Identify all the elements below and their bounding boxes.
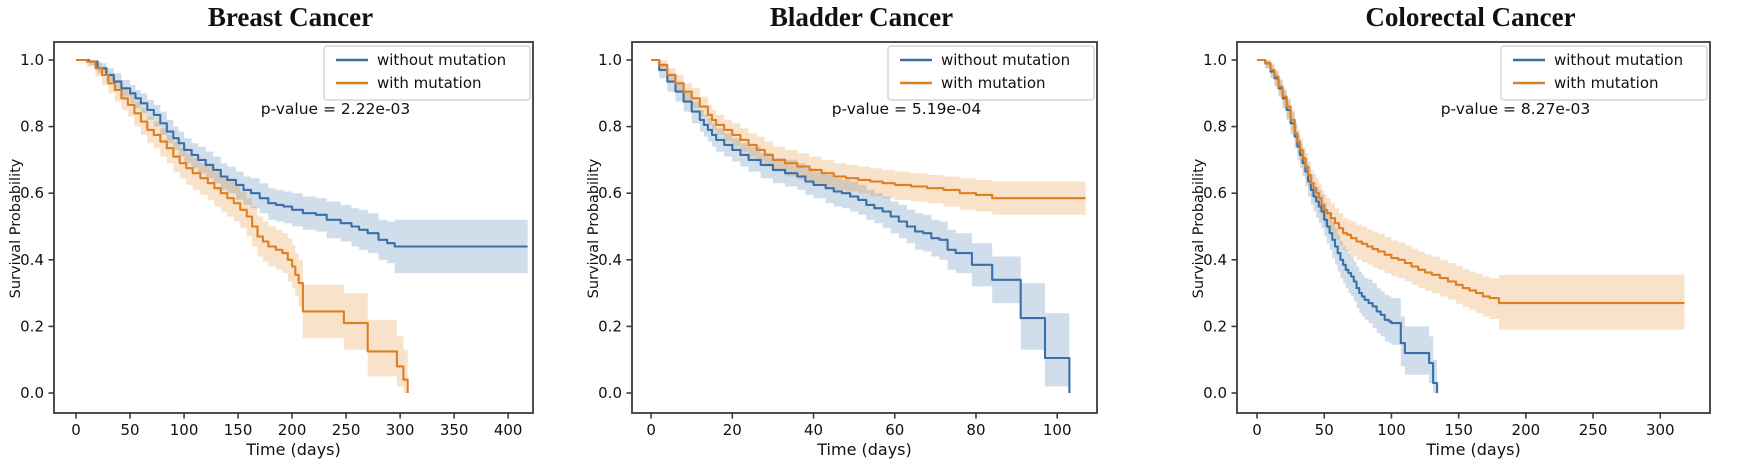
legend-label-with-mutation: with mutation bbox=[1554, 74, 1659, 92]
x-tick-label: 250 bbox=[332, 421, 361, 439]
y-tick-label: 1.0 bbox=[20, 51, 44, 69]
x-axis: 0 50 100 150 200 250 300 350 400 Time (days) bbox=[71, 413, 522, 459]
series-with-mutation-confidence-band bbox=[651, 60, 1086, 215]
series-without-mutation-line bbox=[651, 58, 1071, 393]
y-tick-label: 0.2 bbox=[1203, 317, 1227, 335]
x-tick-label: 150 bbox=[224, 421, 253, 439]
legend-label-without-mutation: without mutation bbox=[1554, 51, 1683, 69]
p-value-label: p-value = 8.27e-03 bbox=[1441, 100, 1591, 118]
x-tick-label: 40 bbox=[804, 421, 823, 439]
x-axis-label: Time (days) bbox=[245, 440, 341, 459]
y-axis: 0.0 0.2 0.4 0.6 0.8 1.0 Survival Probability bbox=[1191, 51, 1237, 402]
y-tick-label: 0.6 bbox=[1203, 184, 1227, 202]
y-axis-label: Survival Probability bbox=[586, 158, 602, 298]
chart-title: Bladder Cancer bbox=[770, 2, 953, 32]
legend-box bbox=[887, 45, 1095, 101]
chart-title: Breast Cancer bbox=[208, 2, 373, 32]
p-value-label: p-value = 5.19e-04 bbox=[832, 100, 982, 118]
plot-frame bbox=[1236, 41, 1711, 414]
x-axis-label: Time (days) bbox=[1425, 440, 1521, 459]
x-tick-label: 50 bbox=[1315, 421, 1334, 439]
legend: without mutation with mutation bbox=[1500, 45, 1708, 101]
x-axis-label: Time (days) bbox=[816, 440, 912, 459]
legend-label-without-mutation: without mutation bbox=[377, 51, 506, 69]
x-tick-label: 200 bbox=[278, 421, 307, 439]
x-tick-label: 20 bbox=[723, 421, 742, 439]
series-with-mutation-line bbox=[1257, 58, 1685, 305]
y-tick-label: 0.8 bbox=[20, 118, 44, 136]
y-axis-label: Survival Probability bbox=[1191, 158, 1207, 298]
series-with-mutation-line bbox=[76, 58, 409, 393]
series-without-mutation-confidence-band bbox=[1257, 60, 1438, 393]
x-tick-label: 80 bbox=[966, 421, 985, 439]
legend-label-without-mutation: without mutation bbox=[941, 51, 1070, 69]
series-without-mutation-confidence-band bbox=[76, 60, 528, 274]
y-tick-label: 0.4 bbox=[1203, 251, 1227, 269]
x-tick-label: 300 bbox=[386, 421, 415, 439]
y-tick-label: 1.0 bbox=[598, 51, 622, 69]
x-tick-label: 100 bbox=[170, 421, 199, 439]
y-tick-label: 0.0 bbox=[20, 384, 44, 402]
x-tick-label: 0 bbox=[646, 421, 656, 439]
y-axis: 0.0 0.2 0.4 0.6 0.8 1.0 Survival Probability bbox=[586, 51, 632, 402]
x-tick-label: 0 bbox=[1252, 421, 1262, 439]
series-with-mutation-confidence-band bbox=[76, 60, 408, 393]
y-tick-label: 0.2 bbox=[598, 317, 622, 335]
legend: without mutation with mutation bbox=[323, 45, 531, 101]
panel-1: 0 20 40 60 80 100 Time (days) 0.0 0.2 0.4 0.6 0.8 1.… bbox=[586, 2, 1098, 459]
series-without-mutation-line bbox=[76, 58, 528, 248]
x-tick-label: 50 bbox=[121, 421, 140, 439]
y-tick-label: 0.6 bbox=[20, 184, 44, 202]
y-tick-label: 0.4 bbox=[598, 251, 622, 269]
y-axis: 0.0 0.2 0.4 0.6 0.8 1.0 Survival Probability bbox=[8, 51, 54, 402]
x-tick-label: 200 bbox=[1512, 421, 1541, 439]
plot-frame bbox=[631, 41, 1098, 414]
chart-title: Colorectal Cancer bbox=[1365, 2, 1575, 32]
x-tick-label: 0 bbox=[71, 421, 81, 439]
y-tick-label: 0.4 bbox=[20, 251, 44, 269]
x-tick-label: 250 bbox=[1579, 421, 1608, 439]
p-value-label: p-value = 2.22e-03 bbox=[261, 100, 411, 118]
x-tick-label: 350 bbox=[440, 421, 469, 439]
x-tick-label: 150 bbox=[1444, 421, 1473, 439]
y-tick-label: 0.6 bbox=[598, 184, 622, 202]
y-axis-label: Survival Probability bbox=[8, 158, 24, 298]
legend-box bbox=[323, 45, 531, 101]
x-axis: 0 20 40 60 80 100 Time (days) bbox=[646, 413, 1072, 459]
y-tick-label: 1.0 bbox=[1203, 51, 1227, 69]
plot-frame bbox=[53, 41, 534, 414]
legend-label-with-mutation: with mutation bbox=[941, 74, 1046, 92]
legend-label-with-mutation: with mutation bbox=[377, 74, 482, 92]
series-with-mutation-line bbox=[651, 58, 1086, 200]
y-tick-label: 0.8 bbox=[1203, 118, 1227, 136]
x-tick-label: 400 bbox=[494, 421, 523, 439]
y-tick-label: 0.0 bbox=[1203, 384, 1227, 402]
x-tick-label: 100 bbox=[1043, 421, 1072, 439]
x-axis: 0 50 100 150 200 250 300 Time (days) bbox=[1252, 413, 1675, 459]
legend-box bbox=[1500, 45, 1708, 101]
x-tick-label: 60 bbox=[885, 421, 904, 439]
y-tick-label: 0.0 bbox=[598, 384, 622, 402]
legend: without mutation with mutation bbox=[887, 45, 1095, 101]
x-tick-label: 100 bbox=[1377, 421, 1406, 439]
y-tick-label: 0.8 bbox=[598, 118, 622, 136]
x-tick-label: 300 bbox=[1646, 421, 1675, 439]
y-tick-label: 0.2 bbox=[20, 317, 44, 335]
